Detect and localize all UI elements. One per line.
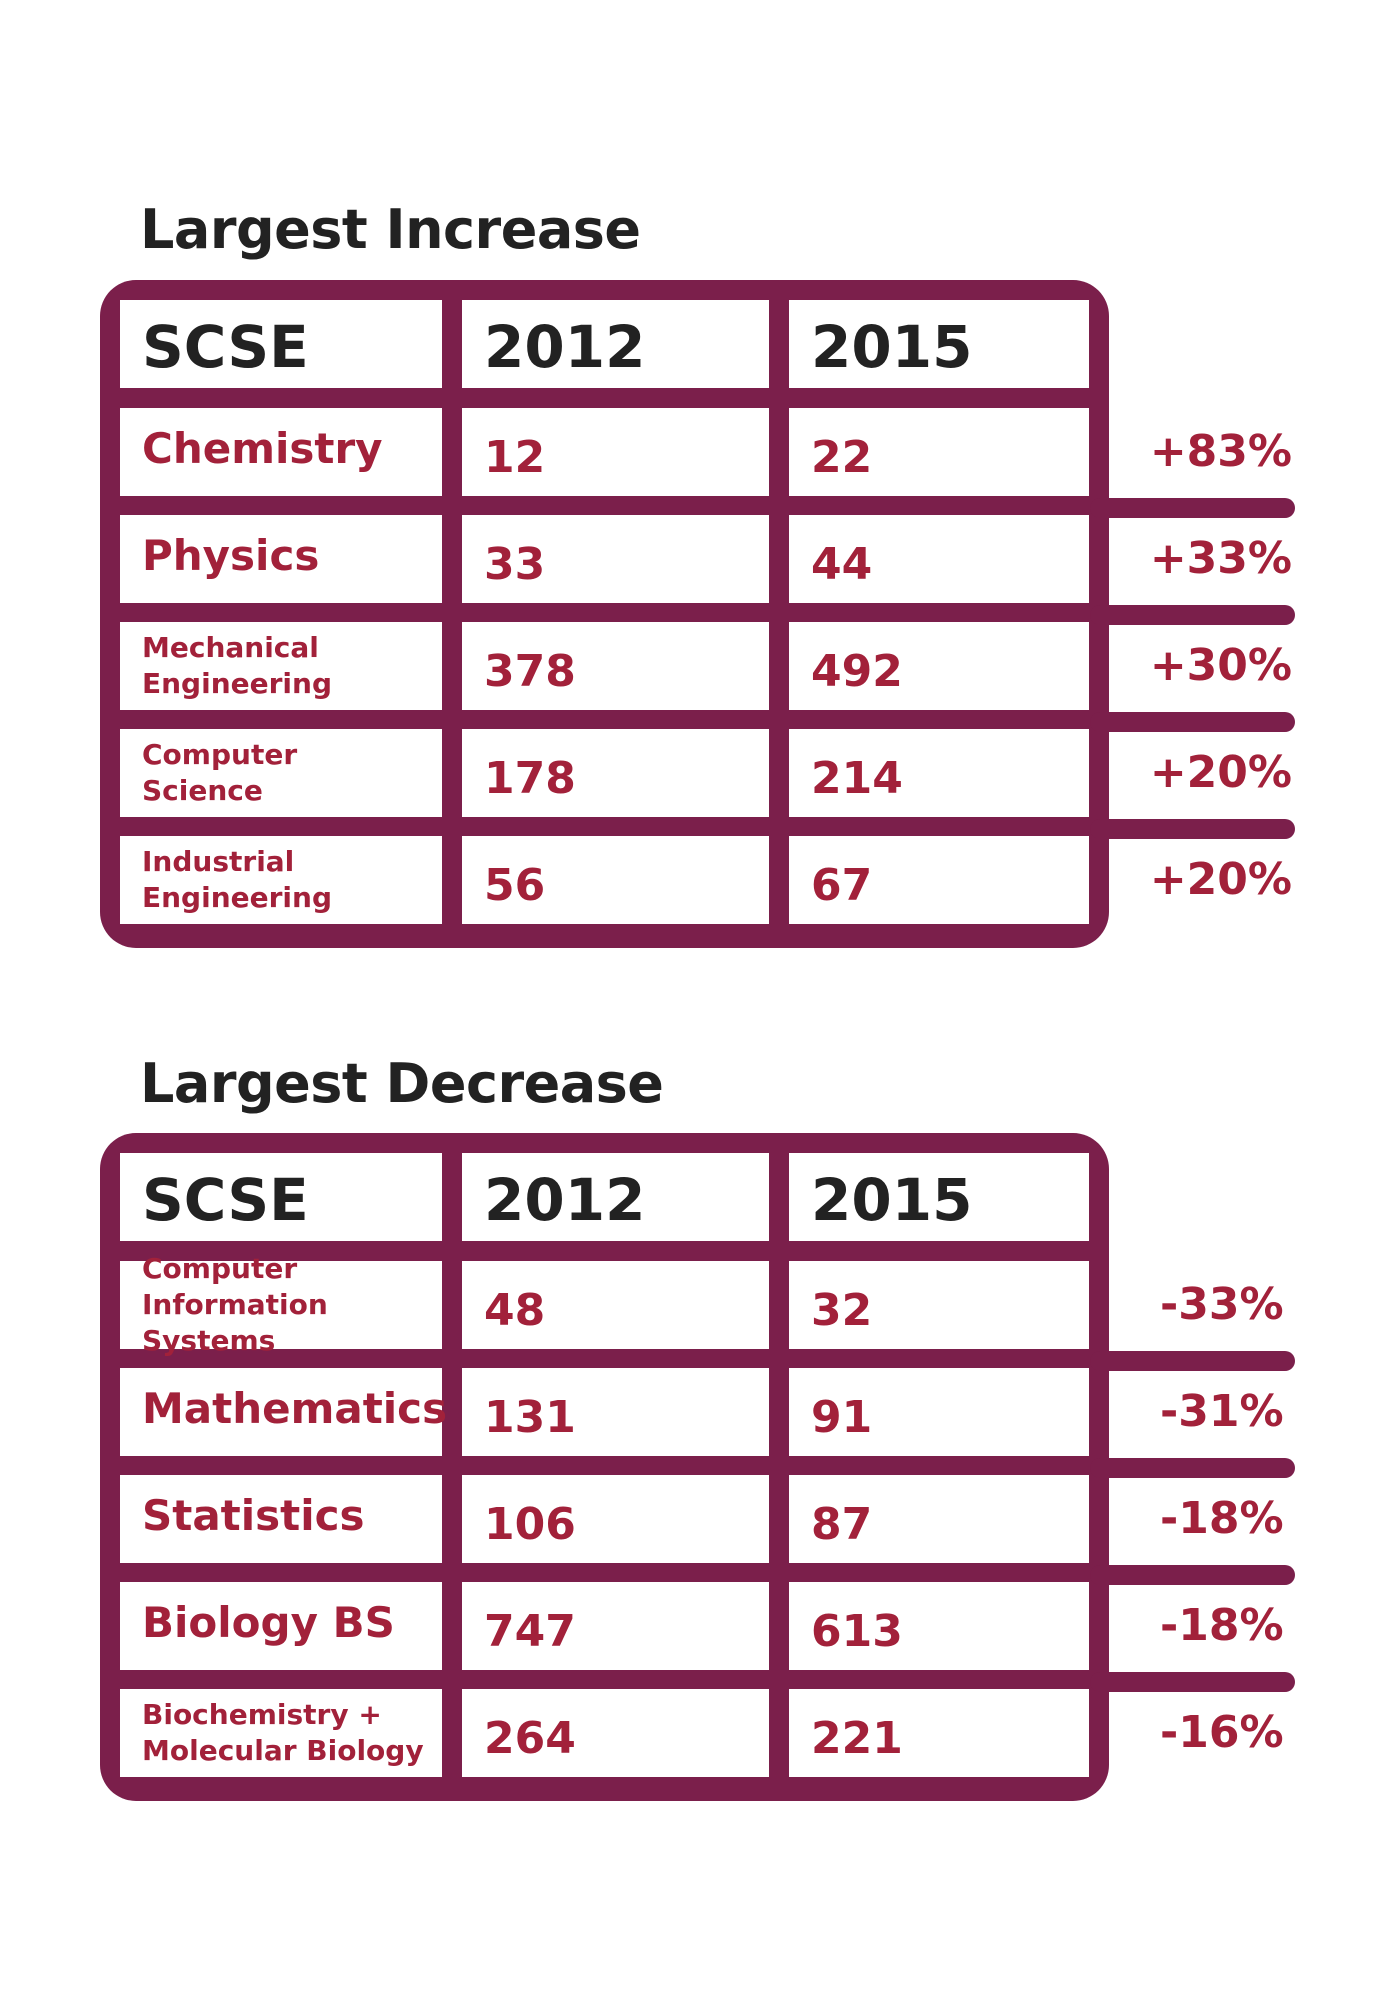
value-2015: 87	[789, 1475, 1089, 1563]
percent-change: -16%	[1160, 1707, 1284, 1758]
program-name: Computer Information Systems	[142, 1252, 328, 1357]
value-2012: 106	[462, 1475, 769, 1563]
value-2015: 91	[789, 1368, 1089, 1456]
value-2015: 613	[789, 1582, 1089, 1670]
program-name: Computer Science	[142, 738, 298, 807]
program-name: Chemistry	[142, 423, 383, 473]
program-label: Mechanical Engineering	[120, 622, 442, 710]
row-divider-extension	[1090, 1351, 1295, 1371]
column-header: SCSE	[120, 300, 442, 388]
program-label: Biochemistry + Molecular Biology	[120, 1689, 442, 1777]
value-2015: 44	[789, 515, 1089, 603]
program-name: Physics	[142, 530, 320, 580]
decrease-title: Largest Decrease	[140, 1052, 664, 1115]
value-2012: 48	[462, 1261, 769, 1349]
percent-change: +83%	[1149, 426, 1292, 477]
value-2012: 747	[462, 1582, 769, 1670]
percent-change: +33%	[1149, 533, 1292, 584]
percent-change: +20%	[1149, 854, 1292, 905]
program-name: Mathematics	[142, 1383, 448, 1433]
column-header: 2012	[462, 300, 769, 388]
increase-title: Largest Increase	[140, 198, 641, 261]
program-name: Statistics	[142, 1490, 365, 1540]
value-2012: 264	[462, 1689, 769, 1777]
percent-change: -18%	[1160, 1600, 1284, 1651]
percent-change: +30%	[1149, 640, 1292, 691]
percent-change: -31%	[1160, 1386, 1284, 1437]
column-header: 2015	[789, 300, 1089, 388]
program-label: Physics	[120, 515, 442, 603]
row-divider-extension	[1090, 1565, 1295, 1585]
program-name: Biology BS	[142, 1597, 395, 1647]
increase-table: SCSE 2012 2015 Chemistry 12 22 +83% Physics 33 44…	[100, 280, 1300, 960]
row-divider-extension	[1090, 1672, 1295, 1692]
program-label: Mathematics	[120, 1368, 447, 1456]
value-2015: 67	[789, 836, 1089, 924]
program-label: Statistics	[120, 1475, 442, 1563]
value-2012: 56	[462, 836, 769, 924]
program-name: Mechanical Engineering	[142, 631, 332, 700]
value-2015: 221	[789, 1689, 1089, 1777]
program-name: Biochemistry + Molecular Biology	[142, 1698, 424, 1767]
column-header: 2015	[789, 1153, 1089, 1241]
program-label: Biology BS	[120, 1582, 442, 1670]
program-label: Computer Science	[120, 729, 442, 817]
value-2015: 214	[789, 729, 1089, 817]
row-divider-extension	[1090, 712, 1295, 732]
column-header: 2012	[462, 1153, 769, 1241]
row-divider-extension	[1090, 1458, 1295, 1478]
percent-change: -33%	[1160, 1279, 1284, 1330]
program-label: Industrial Engineering	[120, 836, 442, 924]
program-label: Chemistry	[120, 408, 442, 496]
value-2015: 22	[789, 408, 1089, 496]
row-divider-extension	[1090, 605, 1295, 625]
value-2012: 131	[462, 1368, 769, 1456]
row-divider-extension	[1090, 819, 1295, 839]
percent-change: -18%	[1160, 1493, 1284, 1544]
program-name: Industrial Engineering	[142, 845, 332, 914]
value-2012: 33	[462, 515, 769, 603]
column-header: SCSE	[120, 1153, 442, 1241]
row-divider-extension	[1090, 498, 1295, 518]
value-2012: 178	[462, 729, 769, 817]
value-2012: 12	[462, 408, 769, 496]
value-2012: 378	[462, 622, 769, 710]
value-2015: 32	[789, 1261, 1089, 1349]
program-label: Computer Information Systems	[120, 1252, 442, 1357]
value-2015: 492	[789, 622, 1089, 710]
percent-change: +20%	[1149, 747, 1292, 798]
decrease-table: SCSE 2012 2015 Computer Information Systems…	[100, 1133, 1300, 1813]
